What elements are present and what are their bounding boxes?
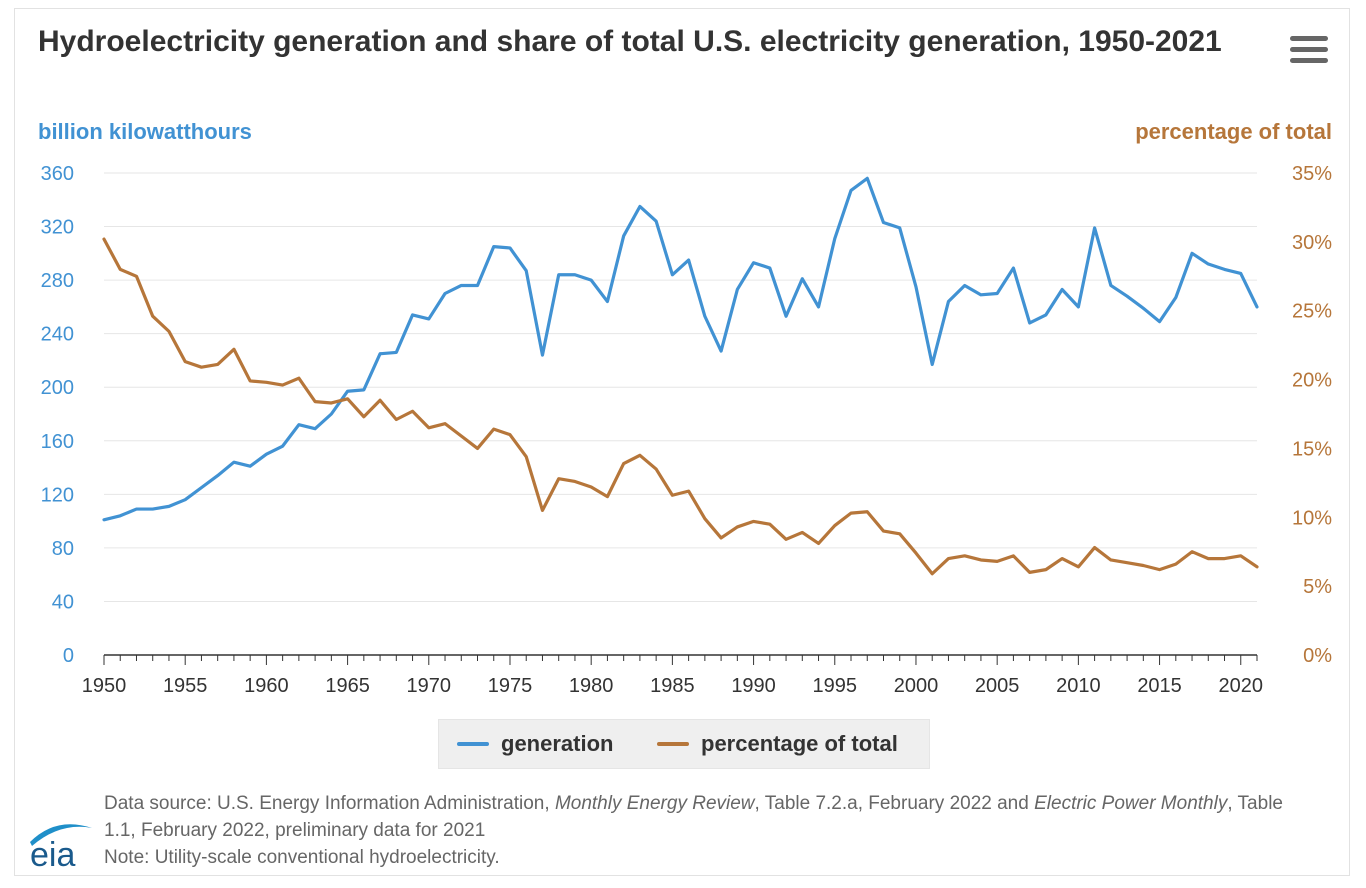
source-mer: Monthly Energy Review bbox=[554, 793, 755, 814]
menu-bar bbox=[1290, 47, 1328, 52]
y-right-tick-label: 0% bbox=[1303, 645, 1332, 667]
x-tick-label: 1960 bbox=[244, 675, 289, 697]
x-tick-label: 2000 bbox=[894, 675, 939, 697]
source-epm: Electric Power Monthly bbox=[1034, 793, 1228, 814]
x-tick-label: 1975 bbox=[488, 675, 533, 697]
y-left-tick-label: 360 bbox=[41, 163, 74, 185]
chart-container bbox=[14, 8, 1350, 876]
y-right-tick-label: 20% bbox=[1292, 370, 1332, 392]
hamburger-menu-icon[interactable] bbox=[1290, 36, 1328, 66]
y-right-tick-label: 15% bbox=[1292, 438, 1332, 460]
source-suffix: , Table 1.1, February 2022, preliminary … bbox=[104, 793, 1283, 841]
legend-swatch-generation bbox=[457, 742, 489, 746]
eia-logo: eia bbox=[30, 824, 92, 870]
y-left-tick-label: 120 bbox=[41, 484, 74, 506]
legend-label-generation: generation bbox=[501, 731, 614, 756]
x-tick-label: 1990 bbox=[731, 675, 776, 697]
y-left-tick-label: 40 bbox=[52, 591, 74, 613]
right-axis-title: percentage of total bbox=[1135, 119, 1332, 144]
x-tick-label: 1950 bbox=[82, 675, 127, 697]
y-left-tick-label: 80 bbox=[52, 538, 74, 560]
y-right-tick-label: 25% bbox=[1292, 301, 1332, 323]
x-tick-label: 1995 bbox=[813, 675, 858, 697]
y-right-tick-label: 10% bbox=[1292, 507, 1332, 529]
x-tick-label: 1955 bbox=[163, 675, 208, 697]
y-left-tick-label: 240 bbox=[41, 324, 74, 346]
eia-logo-text: eia bbox=[30, 836, 75, 870]
x-tick-label: 2010 bbox=[1056, 675, 1101, 697]
x-tick-label: 2005 bbox=[975, 675, 1020, 697]
y-right-tick-label: 30% bbox=[1292, 232, 1332, 254]
legend-label-percentage: percentage of total bbox=[701, 731, 898, 756]
menu-bar bbox=[1290, 36, 1328, 41]
legend-item-generation[interactable]: generation bbox=[457, 720, 613, 768]
series-line-percentage bbox=[102, 237, 1259, 576]
series-line-generation bbox=[102, 176, 1259, 522]
source-mid: , Table 7.2.a, February 2022 and bbox=[754, 793, 1035, 814]
x-tick-label: 2020 bbox=[1219, 675, 1264, 697]
data-source-note: Data source: U.S. Energy Information Adm… bbox=[104, 790, 1284, 871]
y-left-tick-label: 320 bbox=[41, 217, 74, 239]
y-left-tick-label: 200 bbox=[41, 377, 74, 399]
y-left-tick-label: 0 bbox=[63, 645, 74, 667]
legend-swatch-percentage bbox=[657, 742, 689, 746]
legend: generation percentage of total bbox=[438, 719, 930, 769]
x-tick-label: 1965 bbox=[325, 675, 370, 697]
x-tick-label: 1970 bbox=[407, 675, 452, 697]
y-left-tick-label: 280 bbox=[41, 270, 74, 292]
x-tick-label: 2015 bbox=[1137, 675, 1182, 697]
x-tick-label: 1980 bbox=[569, 675, 614, 697]
left-axis-title: billion kilowatthours bbox=[38, 119, 252, 144]
legend-item-percentage[interactable]: percentage of total bbox=[657, 720, 898, 768]
chart-title: Hydroelectricity generation and share of… bbox=[38, 25, 1222, 58]
y-right-tick-label: 5% bbox=[1303, 576, 1332, 598]
source-prefix: Data source: U.S. Energy Information Adm… bbox=[104, 793, 555, 814]
source-note: Note: Utility-scale conventional hydroel… bbox=[104, 847, 500, 868]
menu-bar bbox=[1290, 58, 1328, 63]
y-left-tick-label: 160 bbox=[41, 431, 74, 453]
x-tick-label: 1985 bbox=[650, 675, 695, 697]
y-right-tick-label: 35% bbox=[1292, 163, 1332, 185]
